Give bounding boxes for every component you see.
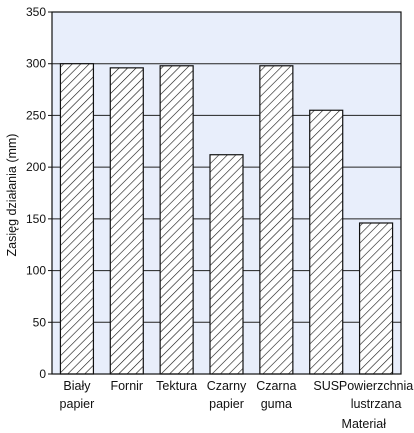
y-axis-ticks: 0 50 100 150 200 250 300 350 bbox=[26, 5, 52, 381]
y-tick-label: 50 bbox=[33, 315, 47, 329]
x-category-label: Powierzchnia lustrzana bbox=[339, 379, 413, 411]
bar bbox=[259, 65, 294, 375]
bar bbox=[159, 65, 194, 375]
x-category-label-line: SUS bbox=[313, 379, 339, 393]
x-category-label: SUS bbox=[313, 379, 339, 393]
x-axis-title: Materiał bbox=[342, 417, 387, 431]
x-category-label-line: Biały bbox=[63, 379, 91, 393]
x-category-label-line: papier bbox=[209, 397, 244, 411]
bar bbox=[59, 63, 95, 375]
x-category-label: Czarny papier bbox=[207, 379, 247, 411]
bar bbox=[358, 222, 394, 375]
x-category-label-line: guma bbox=[261, 397, 292, 411]
y-tick-label: 300 bbox=[26, 57, 46, 71]
bars bbox=[59, 63, 394, 375]
y-tick-label: 250 bbox=[26, 108, 46, 122]
x-category-label: Tektura bbox=[156, 379, 197, 393]
bar bbox=[209, 154, 244, 375]
x-category-label: Czarna guma bbox=[256, 379, 296, 411]
bar bbox=[109, 67, 144, 375]
x-category-label: Fornir bbox=[110, 379, 143, 393]
x-category-label-line: Fornir bbox=[110, 379, 143, 393]
x-category-label: Biały papier bbox=[60, 379, 95, 411]
x-category-label-line: Powierzchnia bbox=[339, 379, 413, 393]
y-tick-label: 200 bbox=[26, 160, 46, 174]
x-category-label-line: Czarna bbox=[256, 379, 296, 393]
x-category-label-line: papier bbox=[60, 397, 95, 411]
y-tick-label: 350 bbox=[26, 5, 46, 19]
plot-frame bbox=[51, 11, 402, 375]
bar bbox=[309, 109, 344, 375]
y-tick-label: 0 bbox=[39, 367, 46, 381]
y-tick-label: 150 bbox=[26, 212, 46, 226]
x-category-label-line: Tektura bbox=[156, 379, 197, 393]
y-axis-title: Zasięg działania (mm) bbox=[5, 134, 19, 257]
y-tick-label: 100 bbox=[26, 264, 46, 278]
x-category-label-line: lustrzana bbox=[351, 397, 402, 411]
x-category-label-line: Czarny bbox=[207, 379, 247, 393]
